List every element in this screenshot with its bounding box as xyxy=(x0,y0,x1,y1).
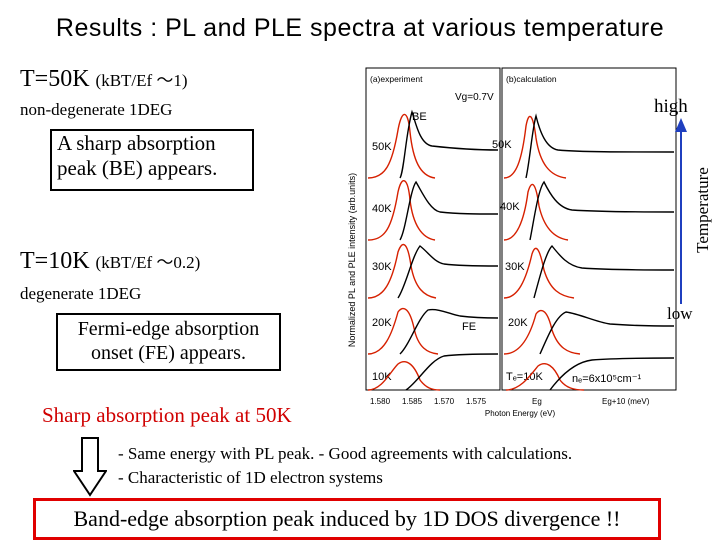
density-label: nₑ=6x10⁵cm⁻¹ xyxy=(572,373,642,385)
t50-main: T=50K xyxy=(20,66,90,92)
x-tick-b-2: Eg+10 (meV) xyxy=(602,397,650,406)
slide-title: Results : PL and PLE spectra at various … xyxy=(55,14,665,42)
temperature-high-label: high xyxy=(654,96,688,117)
pl-a-10 xyxy=(367,361,441,391)
spectra-panel-b xyxy=(503,113,675,391)
panel-a-title: (a)experiment xyxy=(370,74,423,84)
spectra-panel-a xyxy=(367,109,499,391)
x-tick-a-4: 1.575 xyxy=(466,397,487,406)
panel-a-vg: Vg=0.7V xyxy=(455,92,494,103)
ple-a-20 xyxy=(399,308,499,355)
ple-b-30 xyxy=(533,244,675,299)
x-tick-a-2: 1.585 xyxy=(402,397,423,406)
pl-b-40 xyxy=(503,183,569,241)
temp-b-10: Tₑ=10K xyxy=(506,371,543,383)
ple-b-40 xyxy=(529,180,675,241)
t50-ratio: (kBT/Ef ～1) xyxy=(95,71,188,90)
temp-a-50: 50K xyxy=(372,141,392,153)
degenerate-label: degenerate 1DEG xyxy=(20,284,142,303)
be-note-line2: peak (BE) appears. xyxy=(57,156,218,180)
temperature-low-label: low xyxy=(667,304,693,323)
x-axis-label: Photon Energy (eV) xyxy=(485,409,556,418)
ple-b-20 xyxy=(539,311,675,355)
ple-b-10 xyxy=(549,357,675,391)
temp-a-40: 40K xyxy=(372,203,392,215)
pl-b-50 xyxy=(503,115,567,179)
ple-a-50 xyxy=(399,109,499,179)
t50-heading: T=50K (kBT/Ef ～1) xyxy=(20,66,188,93)
temp-a-20: 20K xyxy=(372,317,392,329)
pl-a-40 xyxy=(367,180,436,241)
pl-a-50 xyxy=(367,113,436,179)
ple-a-30 xyxy=(397,245,499,299)
fe-note-box: Fermi-edge absorption onset (FE) appears… xyxy=(56,313,281,371)
be-note-line1: A sharp absorption xyxy=(57,131,216,155)
panel-b-title: (b)calculation xyxy=(506,74,557,84)
pl-ple-figure: Normalized PL and PLE intensity (arb.uni… xyxy=(347,67,677,418)
temp-b-30: 30K xyxy=(505,261,525,273)
y-axis-label: Normalized PL and PLE intensity (arb.uni… xyxy=(347,173,357,347)
nondegenerate-label: non-degenerate 1DEG xyxy=(20,100,173,119)
pl-b-20 xyxy=(503,309,581,355)
down-arrow-icon xyxy=(73,437,107,497)
temp-b-20: 20K xyxy=(508,317,528,329)
temp-b-50: 50K xyxy=(492,139,512,151)
panel-a-frame xyxy=(365,67,501,391)
panel-b-frame xyxy=(501,67,677,391)
be-label: BE xyxy=(412,111,427,123)
temp-a-10: 10K xyxy=(372,371,392,383)
conclusion-box: Band-edge absorption peak induced by 1D … xyxy=(33,498,661,540)
temperature-arrow xyxy=(675,118,687,304)
bullet-1d-characteristic: - Characteristic of 1D electron systems xyxy=(118,468,383,487)
t10-main: T=10K xyxy=(20,248,90,274)
fe-label: FE xyxy=(462,321,476,333)
ple-a-40 xyxy=(399,180,499,241)
temperature-axis-label: Temperature xyxy=(692,120,714,300)
pl-a-30 xyxy=(367,243,437,299)
bullet-same-energy: - Same energy with PL peak. - Good agree… xyxy=(118,444,573,463)
x-tick-b-1: Eg xyxy=(532,397,542,406)
t10-ratio: (kBT/Ef ～0.2) xyxy=(95,253,201,272)
pl-b-10 xyxy=(505,362,585,391)
ple-a-10 xyxy=(405,353,499,391)
t10-heading: T=10K (kBT/Ef ～0.2) xyxy=(20,248,200,275)
temp-b-40: 40K xyxy=(500,201,520,213)
pl-a-20 xyxy=(367,307,439,355)
sharp-peak-heading: Sharp absorption peak at 50K xyxy=(42,403,292,427)
be-note-box: A sharp absorption peak (BE) appears. xyxy=(50,129,254,191)
fe-note-line1: Fermi-edge absorption xyxy=(77,318,260,340)
fe-note-line2: onset (FE) appears. xyxy=(91,342,246,364)
temperature-label-text: Temperature xyxy=(693,167,712,253)
pl-b-30 xyxy=(503,247,575,299)
x-tick-a-3: 1.570 xyxy=(434,397,455,406)
temp-a-30: 30K xyxy=(372,261,392,273)
ple-b-50 xyxy=(525,113,675,179)
x-tick-a-1: 1.580 xyxy=(370,397,391,406)
